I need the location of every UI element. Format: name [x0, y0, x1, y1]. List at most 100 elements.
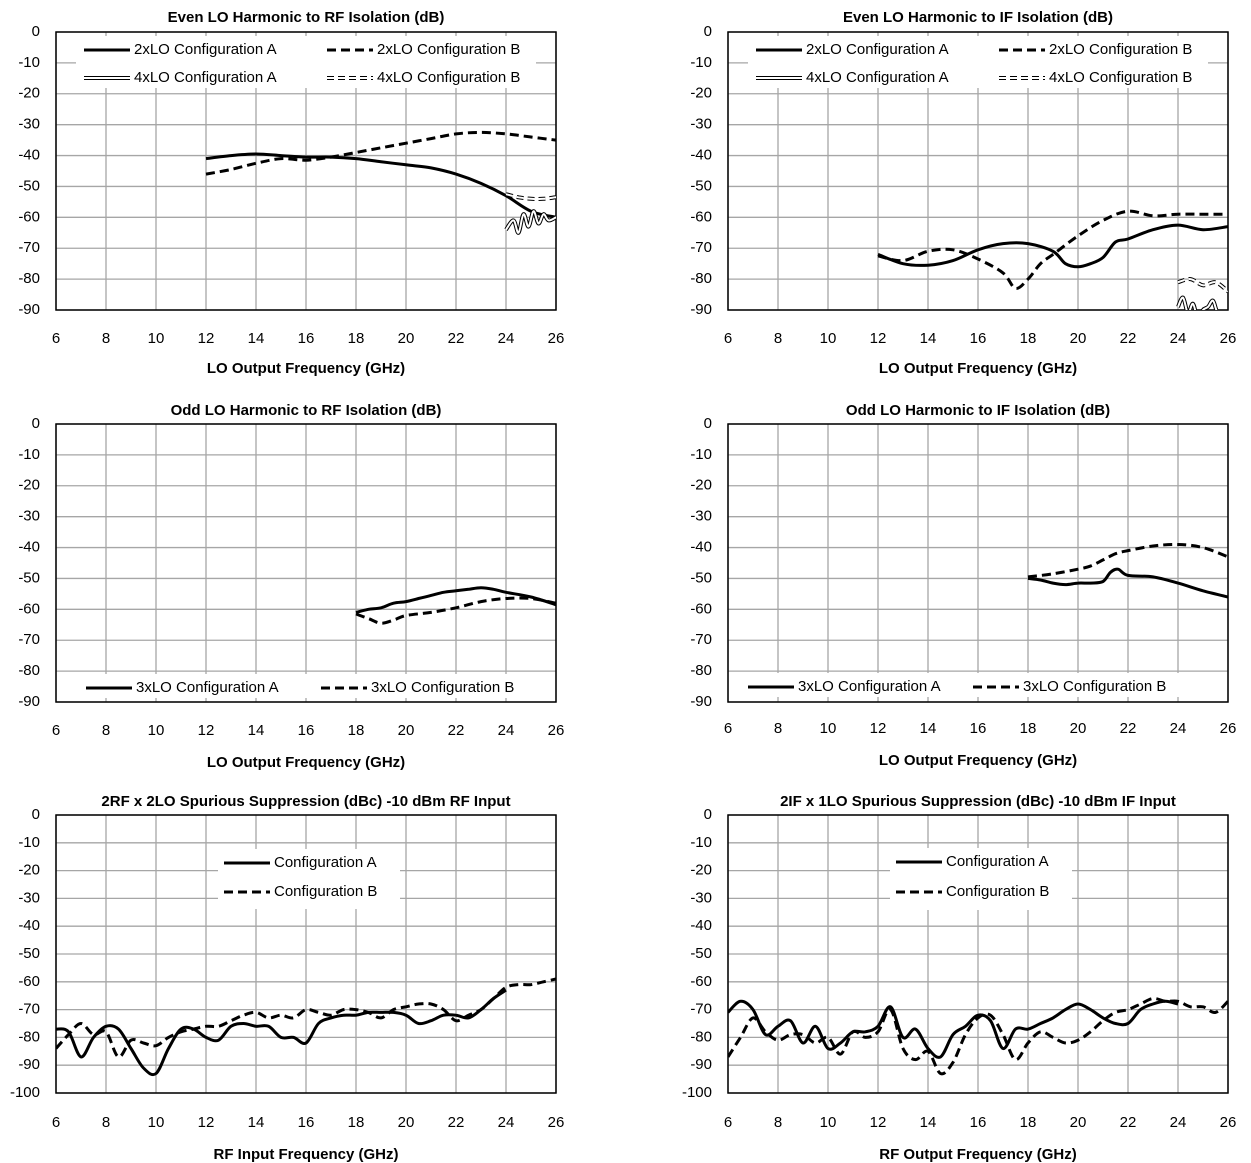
y-tick-label: -10 — [18, 54, 40, 71]
y-tick-label: -40 — [18, 147, 40, 164]
y-tick-label: -70 — [690, 1001, 712, 1018]
y-tick-label: -10 — [18, 446, 40, 463]
y-tick-label: -20 — [690, 862, 712, 879]
x-tick-label: 20 — [1070, 330, 1087, 347]
series-line-1 — [877, 223, 1228, 269]
y-tick-label: 0 — [32, 806, 40, 823]
x-tick-label: 14 — [248, 722, 265, 739]
x-tick-label: 20 — [398, 330, 415, 347]
legend-label: Configuration B — [946, 883, 1049, 900]
chart-panel-4: Odd LO Harmonic to IF Isolation (dB) 0 -10… — [690, 402, 1236, 769]
x-tick-label: 6 — [52, 1114, 60, 1131]
x-tick-label: 18 — [1020, 330, 1037, 347]
legend-label: 4xLO Configuration B — [377, 69, 520, 86]
x-tick-label: 16 — [298, 1114, 315, 1131]
y-tick-label: -30 — [18, 508, 40, 525]
x-tick-label: 24 — [1170, 720, 1187, 737]
x-tick-label: 20 — [398, 1114, 415, 1131]
y-tick-label: -10 — [690, 54, 712, 71]
legend-label: 2xLO Configuration A — [806, 41, 949, 58]
y-tick-label: -90 — [690, 1056, 712, 1073]
series-line-1 — [355, 586, 556, 614]
chart-title: 2IF x 1LO Spurious Suppression (dBc) -10… — [780, 793, 1176, 810]
legend-label: 2xLO Configuration B — [1049, 41, 1192, 58]
y-tick-label: -50 — [690, 569, 712, 586]
legend-label: 4xLO Configuration A — [806, 69, 949, 86]
x-tick-label: 10 — [820, 720, 837, 737]
series-line-2 — [355, 596, 556, 625]
y-tick-label: -50 — [18, 945, 40, 962]
y-tick-label: -40 — [18, 917, 40, 934]
series-line-2 — [728, 996, 1228, 1076]
y-tick-label: -40 — [18, 539, 40, 556]
y-tick-label: -90 — [18, 301, 40, 318]
x-tick-label: 12 — [870, 720, 887, 737]
y-tick-label: -20 — [18, 862, 40, 879]
legend: Configuration A Configuration B — [218, 849, 400, 909]
y-tick-label: -60 — [18, 208, 40, 225]
legend-label: 3xLO Configuration A — [798, 678, 941, 695]
series-line-3 — [1177, 296, 1218, 310]
x-tick-label: 10 — [148, 1114, 165, 1131]
legend-label: 2xLO Configuration A — [134, 41, 277, 58]
y-tick-label: -50 — [18, 177, 40, 194]
chart-panel-3: Odd LO Harmonic to RF Isolation (dB) 0 -10… — [18, 402, 564, 771]
legend-label: 3xLO Configuration B — [1023, 678, 1166, 695]
y-tick-label: -60 — [18, 973, 40, 990]
series-line-2 — [877, 209, 1228, 290]
x-tick-label: 12 — [198, 722, 215, 739]
legend: 3xLO Configuration A 3xLO Configuration B — [76, 674, 536, 698]
series-line-3 — [505, 210, 556, 234]
y-tick-label: -80 — [18, 1028, 40, 1045]
x-tick-label: 22 — [448, 722, 465, 739]
x-tick-label: 6 — [724, 720, 732, 737]
plot-area — [727, 814, 1229, 1094]
legend: 3xLO Configuration A 3xLO Configuration B — [748, 673, 1208, 697]
legend-label: Configuration A — [946, 853, 1049, 870]
legend: 2xLO Configuration A 2xLO Configuration B… — [748, 36, 1208, 88]
y-tick-label: -40 — [690, 147, 712, 164]
x-tick-label: 22 — [1120, 720, 1137, 737]
y-tick-label: -80 — [690, 270, 712, 287]
y-tick-label: -60 — [690, 600, 712, 617]
x-axis-label: RF Output Frequency (GHz) — [879, 1146, 1077, 1163]
y-tick-label: -70 — [690, 631, 712, 648]
y-tick-label: -60 — [690, 208, 712, 225]
y-tick-label: -90 — [18, 1056, 40, 1073]
y-tick-label: -30 — [18, 889, 40, 906]
x-tick-label: 24 — [1170, 330, 1187, 347]
x-tick-label: 10 — [820, 330, 837, 347]
plot-area — [55, 423, 557, 703]
legend: 2xLO Configuration A 2xLO Configuration B… — [76, 36, 536, 88]
legend-label: Configuration B — [274, 883, 377, 900]
series-line-2 — [1027, 542, 1228, 579]
x-tick-label: 12 — [870, 330, 887, 347]
x-tick-label: 18 — [348, 1114, 365, 1131]
y-tick-label: -60 — [690, 973, 712, 990]
y-tick-label: -50 — [18, 569, 40, 586]
x-axis-label: RF Input Frequency (GHz) — [214, 1146, 399, 1163]
x-tick-label: 26 — [1220, 720, 1237, 737]
y-tick-label: -70 — [18, 631, 40, 648]
x-tick-label: 18 — [348, 330, 365, 347]
y-tick-label: -30 — [18, 116, 40, 133]
x-tick-label: 12 — [870, 1114, 887, 1131]
x-tick-label: 26 — [548, 330, 565, 347]
y-tick-label: -10 — [18, 834, 40, 851]
y-tick-label: -30 — [690, 116, 712, 133]
x-axis-label: LO Output Frequency (GHz) — [207, 754, 405, 771]
x-tick-label: 16 — [970, 720, 987, 737]
plot-area — [55, 31, 557, 311]
x-tick-label: 8 — [774, 1114, 782, 1131]
x-tick-label: 14 — [920, 1114, 937, 1131]
y-tick-label: -70 — [18, 1001, 40, 1018]
x-tick-label: 6 — [52, 722, 60, 739]
y-tick-label: -50 — [690, 945, 712, 962]
x-tick-label: 8 — [102, 330, 110, 347]
y-tick-label: -60 — [18, 600, 40, 617]
y-tick-label: -40 — [690, 539, 712, 556]
series-line-1 — [728, 999, 1179, 1059]
y-tick-label: -100 — [682, 1084, 712, 1101]
y-tick-label: -80 — [18, 662, 40, 679]
